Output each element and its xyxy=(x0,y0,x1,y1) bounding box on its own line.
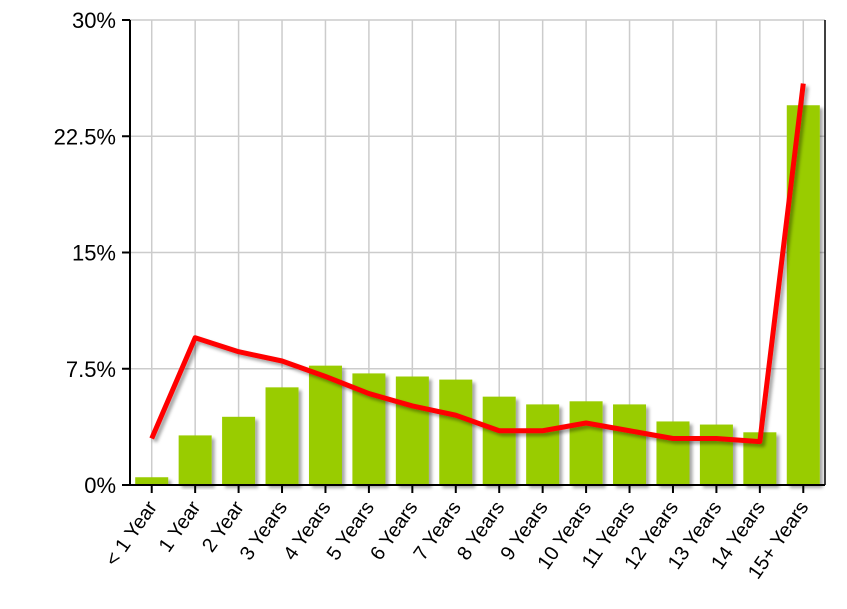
bar xyxy=(656,421,690,485)
bar xyxy=(613,404,647,485)
y-tick-label: 22.5% xyxy=(54,124,116,149)
y-tick-label: 0% xyxy=(84,473,116,498)
bar xyxy=(569,401,603,485)
bar xyxy=(482,396,516,485)
y-tick-label: 15% xyxy=(72,241,116,266)
x-tick-label: < 1 Year xyxy=(101,497,162,570)
y-tick-label: 30% xyxy=(72,8,116,33)
line xyxy=(149,83,806,445)
bar xyxy=(526,404,560,485)
x-tick-label: 1 Year xyxy=(155,497,206,556)
bar xyxy=(178,435,212,485)
bar xyxy=(699,424,733,485)
bar xyxy=(439,379,473,485)
bar xyxy=(222,416,256,485)
bar xyxy=(265,387,299,485)
bar xyxy=(135,477,169,485)
y-tick-label: 7.5% xyxy=(66,357,116,382)
bar xyxy=(308,365,342,485)
bar xyxy=(395,376,429,485)
